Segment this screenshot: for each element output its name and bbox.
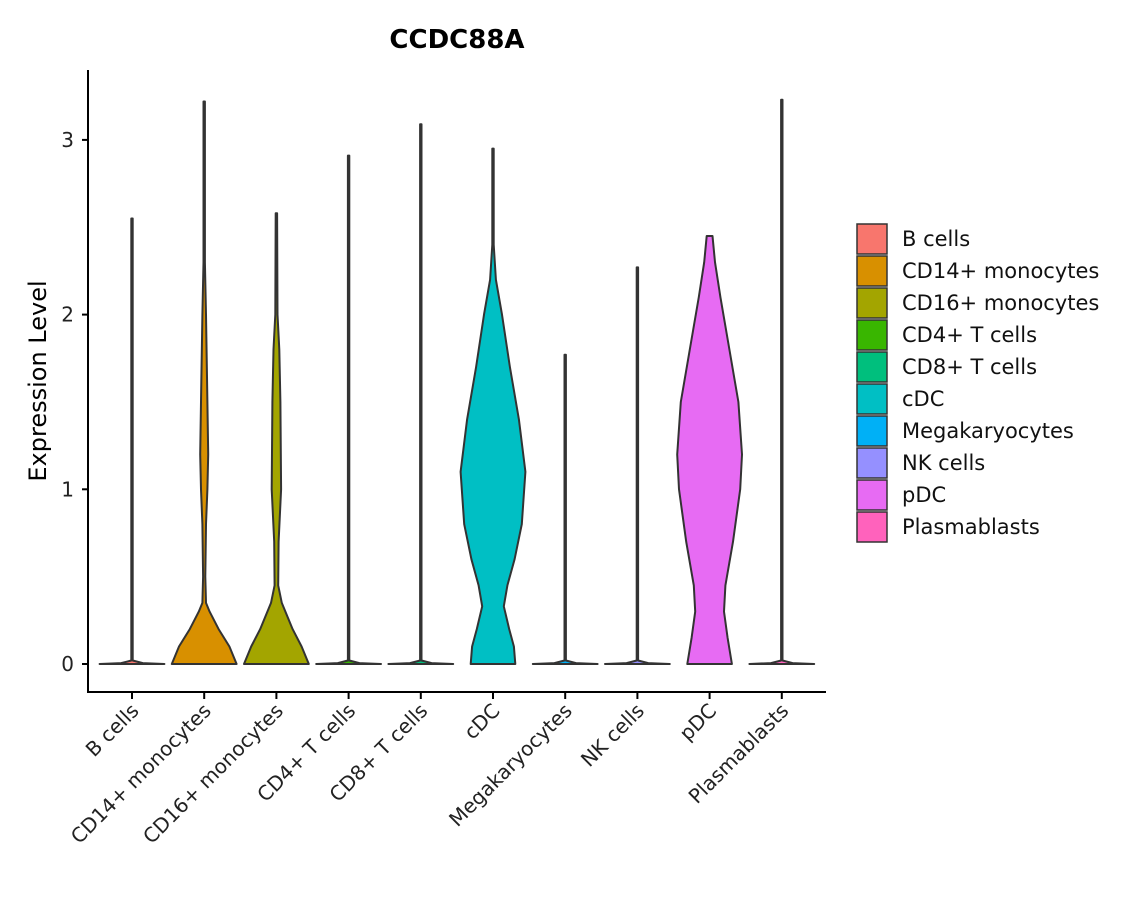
violin-cd8-t-cells [387, 123, 455, 665]
violin-plasmablasts [748, 98, 816, 665]
x-tick-label: NK cells [576, 699, 649, 772]
legend-swatch [856, 447, 888, 479]
legend-swatch [856, 383, 888, 415]
legend-label: B cells [902, 227, 970, 251]
legend-swatch [856, 287, 888, 319]
violin-cd16-monocytes [243, 212, 310, 665]
legend-label: NK cells [902, 451, 985, 475]
legend-label: cDC [902, 387, 944, 411]
violin-cd4-t-cells [315, 154, 382, 665]
x-tick-label: cDC [459, 699, 505, 745]
violin-b-cells [98, 217, 166, 665]
legend-label: CD4+ T cells [902, 323, 1037, 347]
legend-swatch [856, 351, 888, 383]
legend-label: CD8+ T cells [902, 355, 1037, 379]
chart-title: CCDC88A [389, 25, 524, 55]
x-tick-label: Megakaryocytes [444, 699, 577, 832]
legend-swatch [856, 415, 888, 447]
violin-pdc [676, 235, 743, 665]
legend-swatch [856, 319, 888, 351]
y-tick-label: 3 [61, 128, 74, 152]
y-axis-label: Expression Level [24, 280, 52, 481]
x-tick-label: CD14+ monocytes [66, 699, 216, 849]
legend-label: CD14+ monocytes [902, 259, 1099, 283]
legend-label: pDC [902, 483, 946, 507]
x-tick-label: CD16+ monocytes [138, 699, 288, 849]
y-tick-label: 0 [61, 652, 74, 676]
legend-swatch [856, 223, 888, 255]
violin-nk-cells [604, 266, 671, 665]
x-tick-label: pDC [674, 699, 721, 746]
legend-swatch [856, 511, 888, 543]
legend-swatch [856, 255, 888, 287]
legend-label: CD16+ monocytes [902, 291, 1099, 315]
violin-cd14-monocytes [170, 100, 238, 665]
legend-label: Megakaryocytes [902, 419, 1074, 443]
legend-swatch [856, 479, 888, 511]
x-tick-label: B cells [81, 699, 144, 762]
y-tick-label: 2 [61, 303, 74, 327]
y-tick-label: 1 [61, 477, 74, 501]
legend-label: Plasmablasts [902, 515, 1040, 539]
violin-megakaryocytes [531, 353, 599, 665]
violin-cdc [459, 147, 527, 665]
